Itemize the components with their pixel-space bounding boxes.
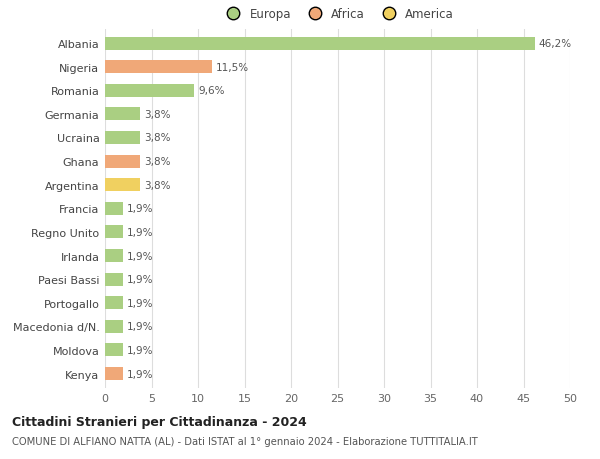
Bar [105, 297, 122, 309]
Text: 1,9%: 1,9% [127, 298, 153, 308]
Bar [105, 108, 140, 121]
Text: 3,8%: 3,8% [144, 133, 170, 143]
Text: COMUNE DI ALFIANO NATTA (AL) - Dati ISTAT al 1° gennaio 2024 - Elaborazione TUTT: COMUNE DI ALFIANO NATTA (AL) - Dati ISTA… [12, 436, 478, 446]
Bar [105, 38, 535, 50]
Text: 46,2%: 46,2% [538, 39, 572, 49]
Text: 11,5%: 11,5% [215, 62, 249, 73]
Text: 1,9%: 1,9% [127, 204, 153, 214]
Bar [105, 344, 122, 357]
Bar [105, 155, 140, 168]
Text: 1,9%: 1,9% [127, 322, 153, 331]
Bar [105, 202, 122, 215]
Text: 3,8%: 3,8% [144, 180, 170, 190]
Text: 1,9%: 1,9% [127, 274, 153, 285]
Bar [105, 61, 212, 74]
Text: 1,9%: 1,9% [127, 345, 153, 355]
Bar [105, 273, 122, 286]
Bar [105, 250, 122, 263]
Bar [105, 179, 140, 192]
Bar [105, 320, 122, 333]
Text: Cittadini Stranieri per Cittadinanza - 2024: Cittadini Stranieri per Cittadinanza - 2… [12, 415, 307, 428]
Text: 3,8%: 3,8% [144, 157, 170, 167]
Bar [105, 84, 194, 98]
Text: 9,6%: 9,6% [198, 86, 224, 96]
Bar [105, 367, 122, 380]
Bar [105, 132, 140, 145]
Text: 1,9%: 1,9% [127, 251, 153, 261]
Bar [105, 226, 122, 239]
Text: 1,9%: 1,9% [127, 369, 153, 379]
Text: 3,8%: 3,8% [144, 110, 170, 120]
Text: 1,9%: 1,9% [127, 227, 153, 237]
Legend: Europa, Africa, America: Europa, Africa, America [217, 4, 458, 26]
